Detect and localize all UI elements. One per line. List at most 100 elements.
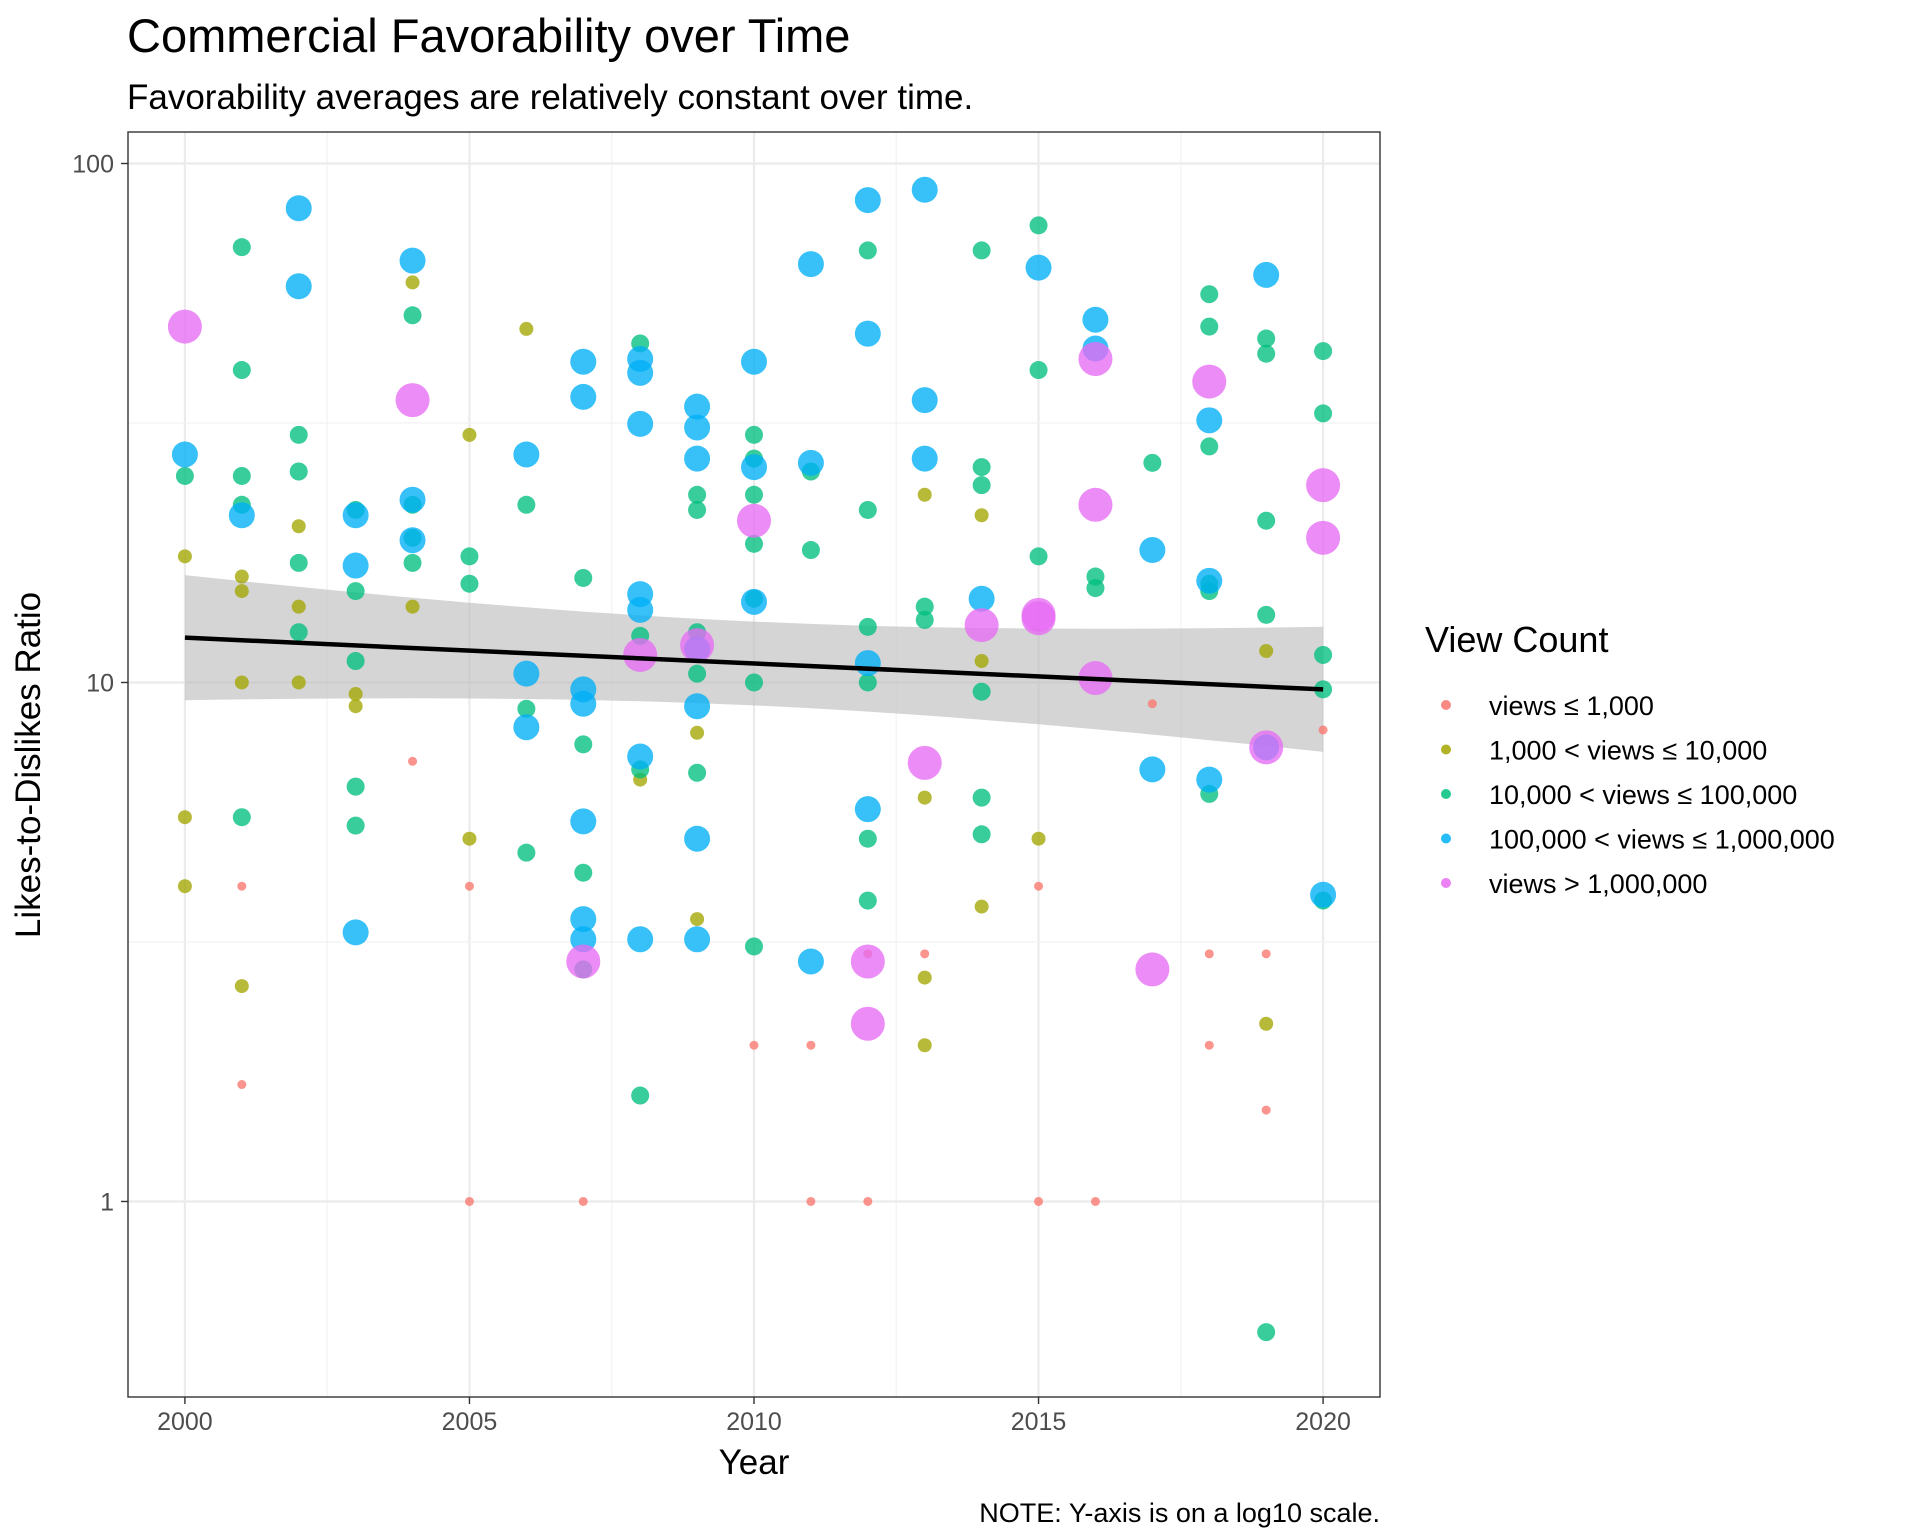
legend-title: View Count [1425, 619, 1608, 660]
data-point [1196, 567, 1223, 594]
data-point [1257, 329, 1276, 348]
data-point [399, 247, 426, 274]
data-point [854, 650, 881, 677]
data-point [1086, 579, 1105, 598]
data-point [684, 926, 711, 953]
data-point [574, 735, 593, 754]
data-point [745, 425, 763, 444]
data-point [1021, 597, 1056, 632]
data-point [627, 359, 654, 386]
data-point [1078, 487, 1113, 522]
data-point [574, 568, 593, 587]
data-point [1261, 949, 1271, 959]
data-point [399, 527, 426, 554]
data-point [907, 745, 942, 780]
data-point [858, 829, 877, 848]
data-point [972, 682, 991, 701]
data-point [972, 788, 991, 807]
data-point [968, 585, 995, 612]
data-point [460, 574, 479, 593]
data-point [1139, 537, 1166, 564]
data-point [1034, 1196, 1044, 1206]
data-point [1147, 699, 1157, 709]
data-point [1257, 344, 1276, 363]
data-point [688, 763, 707, 782]
data-point [1029, 547, 1048, 566]
data-point [1259, 1016, 1274, 1031]
data-point [289, 462, 308, 481]
data-point [854, 796, 881, 823]
data-point [680, 628, 715, 663]
x-tick-label: 2005 [442, 1408, 498, 1436]
x-axis-title: Year [719, 1443, 790, 1482]
y-tick-label: 1 [100, 1188, 114, 1216]
data-point [570, 383, 597, 410]
y-tick-label: 100 [72, 151, 114, 179]
data-point [517, 495, 536, 514]
data-point [745, 673, 763, 692]
data-point [1249, 730, 1284, 765]
legend-label: views > 1,000,000 [1489, 869, 1707, 899]
x-tick-label: 2000 [157, 1408, 213, 1436]
data-point [462, 427, 477, 442]
data-point [513, 441, 540, 468]
data-point [920, 949, 930, 959]
data-point [964, 608, 999, 643]
data-point [346, 652, 365, 671]
data-point [346, 816, 365, 835]
data-point [177, 549, 192, 564]
data-point [1253, 261, 1280, 288]
data-point [684, 414, 711, 441]
data-point [570, 348, 597, 375]
trend-line-layer [184, 635, 1324, 692]
data-point [1139, 756, 1166, 783]
data-point [566, 944, 601, 979]
legend-key [1441, 744, 1451, 755]
data-point [346, 777, 365, 796]
data-point [684, 693, 711, 720]
data-point [806, 1040, 816, 1050]
data-point [688, 500, 707, 519]
data-point [1318, 725, 1328, 735]
data-point [1204, 949, 1214, 959]
data-point [684, 445, 711, 472]
data-point [519, 321, 534, 336]
data-point [749, 1040, 759, 1050]
data-point [348, 699, 363, 714]
data-point [1200, 285, 1219, 304]
data-point [399, 486, 426, 513]
data-point [1143, 453, 1162, 472]
legend-label: 100,000 < views ≤ 1,000,000 [1489, 825, 1835, 855]
data-point [1025, 254, 1052, 281]
data-point [745, 485, 763, 504]
data-point [517, 699, 536, 718]
caption-note: NOTE: Y-axis is on a log10 scale. [979, 1498, 1380, 1528]
data-point [237, 881, 247, 891]
legend-label: views ≤ 1,000 [1489, 691, 1654, 721]
data-point [1306, 520, 1341, 555]
data-point [289, 623, 308, 642]
data-point [690, 725, 705, 740]
y-axis: 1 10 100 [72, 151, 128, 1216]
data-point [1082, 306, 1109, 333]
data-point [917, 487, 932, 502]
data-point [1090, 1196, 1100, 1206]
data-point [460, 547, 479, 566]
data-point [1078, 342, 1113, 377]
data-point [623, 637, 658, 672]
data-point [291, 519, 306, 534]
data-point [1314, 342, 1333, 361]
legend-label: 10,000 < views ≤ 100,000 [1489, 780, 1797, 810]
data-point [342, 502, 369, 529]
chart-subtitle: Favorability averages are relatively con… [127, 78, 973, 117]
legend-key [1441, 789, 1451, 799]
data-point [570, 906, 597, 933]
data-point [285, 195, 312, 222]
data-point [1314, 404, 1333, 423]
legend-label: 1,000 < views ≤ 10,000 [1489, 736, 1767, 766]
data-point [631, 1086, 650, 1105]
x-tick-label: 2020 [1295, 1408, 1351, 1436]
data-point [291, 599, 306, 614]
data-point [627, 596, 654, 623]
y-tick-label: 10 [86, 669, 114, 697]
